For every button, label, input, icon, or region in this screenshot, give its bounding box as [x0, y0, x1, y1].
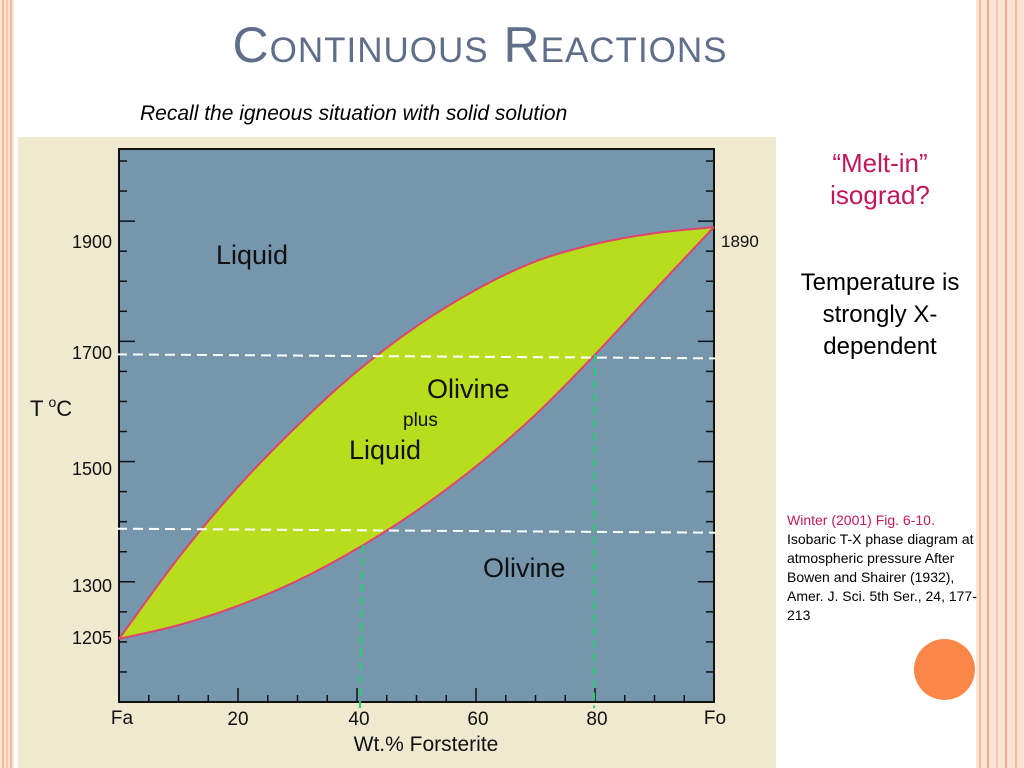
isotherm-line-1 [116, 527, 717, 534]
x-tick-label-40: 40 [348, 709, 369, 730]
citation-reference: Winter (2001) Fig. 6-10. [787, 512, 935, 528]
y-axis-label-symbol: T [30, 396, 43, 421]
y-axis-label-degree: o [48, 394, 56, 410]
decorative-circle [914, 639, 975, 700]
field-label-olivine-plus-liquid-2: plus [403, 410, 438, 431]
y-tick-label-1900: 1900 [72, 232, 112, 252]
isotherm-line-0 [116, 353, 717, 360]
y-tick-label-1500: 1500 [72, 459, 112, 479]
x-axis-label: Wt.% Forsterite [354, 733, 499, 756]
endpoint-label-1890: 1890 [721, 232, 759, 251]
guide-lines [116, 353, 717, 709]
x-tick-label-20: 20 [227, 709, 248, 730]
field-label-olivine-plus-liquid-1: Olivine [427, 374, 510, 404]
solidus-curve [118, 226, 715, 640]
slide-frame-right [976, 0, 1024, 768]
y-tick-label-1300: 1300 [72, 576, 112, 596]
melt-in-isograd-question: “Melt-in” isograd? [830, 148, 930, 210]
two-phase-field [119, 227, 714, 639]
endpoint-label-1205: 1205 [72, 628, 112, 648]
figure-citation: Winter (2001) Fig. 6-10. Isobaric T-X ph… [787, 511, 977, 625]
temperature-note: Temperature is strongly X-dependent [800, 269, 960, 360]
y-tick-label-1700: 1700 [72, 343, 112, 363]
slide-frame-left [0, 0, 14, 768]
x-tick-label-fa: Fa [111, 708, 134, 729]
composition-line-1 [593, 354, 596, 709]
y-axis-label-unit: C [56, 396, 72, 421]
field-label-liquid: Liquid [216, 240, 288, 270]
x-tick-label-60: 60 [467, 709, 488, 730]
x-tick-label-fo: Fo [704, 708, 726, 729]
citation-text: Isobaric T-X phase diagram at atmospheri… [787, 531, 977, 623]
x-tick-label-80: 80 [586, 709, 607, 730]
axis-ticks [119, 160, 714, 702]
liquidus-curve [118, 226, 715, 640]
slide-title: Continuous Reactions [232, 17, 728, 73]
field-label-olivine: Olivine [483, 553, 566, 583]
slide-subtitle: Recall the igneous situation with solid … [140, 102, 568, 125]
field-label-olivine-plus-liquid-3: Liquid [349, 435, 421, 465]
composition-line-0 [358, 544, 364, 709]
